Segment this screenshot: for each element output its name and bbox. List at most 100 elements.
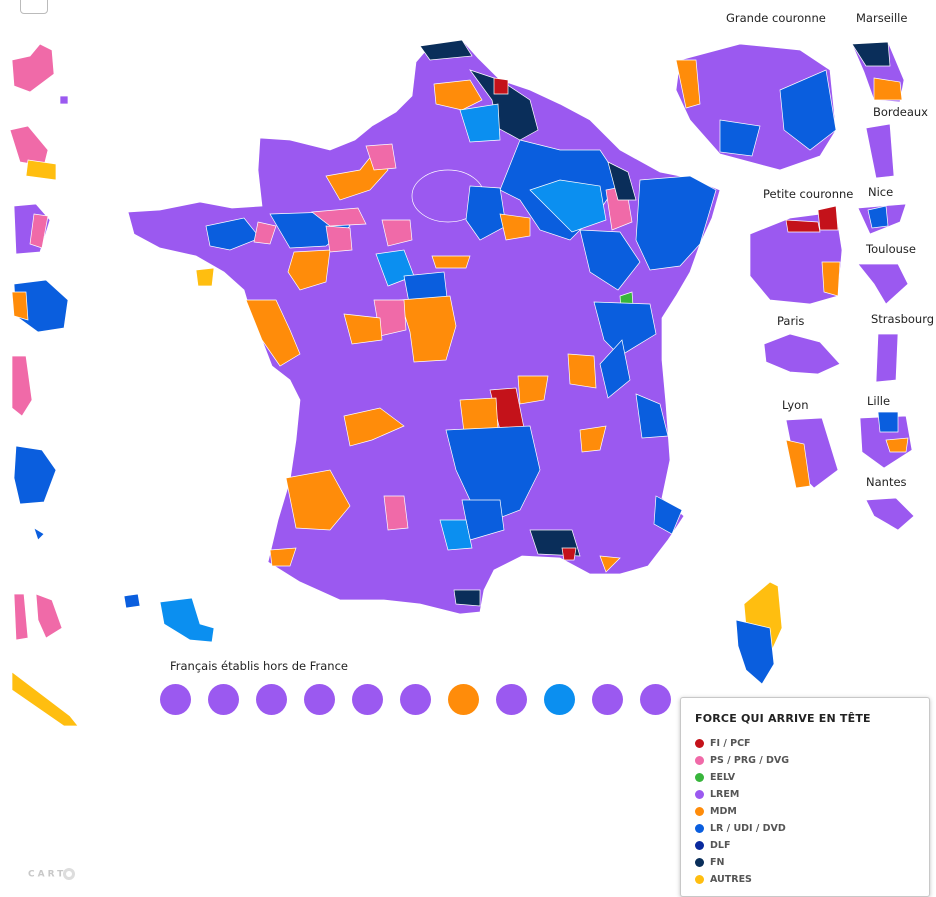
legend-item: DLF <box>695 837 929 854</box>
legend-swatch <box>695 875 704 884</box>
riviera-mdm <box>599 555 621 573</box>
carto-logo-icon <box>63 868 76 880</box>
overseas-shapes[interactable] <box>9 43 215 727</box>
overseas-constituency-11[interactable] <box>640 684 671 715</box>
north-fi <box>493 77 509 95</box>
overseas-constituency-2[interactable] <box>208 684 239 715</box>
centre-mdm-3 <box>431 255 471 269</box>
overseas-constituency-5[interactable] <box>352 684 383 715</box>
legend-swatch <box>695 790 704 799</box>
legend-label: EELV <box>710 772 736 783</box>
label-toulouse: Toulouse <box>866 242 916 256</box>
overseas-constituency-6[interactable] <box>400 684 431 715</box>
legend-label: LREM <box>710 789 740 800</box>
label-nantes: Nantes <box>866 475 907 489</box>
label-nice: Nice <box>868 185 894 199</box>
pyrenees-fn <box>453 589 481 607</box>
south-lr-light <box>439 519 473 551</box>
alps-lr-2 <box>599 339 631 399</box>
inset-strasbourg <box>875 333 899 383</box>
inset-toulouse <box>857 263 909 305</box>
carto-text: CART <box>28 869 67 880</box>
overseas-constituency-7[interactable] <box>448 684 479 715</box>
legend-item: MDM <box>695 803 929 820</box>
west-ps-1 <box>365 143 397 171</box>
southwest-mdm-1 <box>343 407 405 447</box>
legend-item: LR / UDI / DVD <box>695 820 929 837</box>
brittany-autres <box>195 267 215 287</box>
mainland-france[interactable] <box>127 39 721 615</box>
legend-label: PS / PRG / DVG <box>710 755 790 766</box>
label-lyon: Lyon <box>782 398 809 412</box>
overseas-constituencies <box>160 684 671 715</box>
brittany-lr <box>205 217 261 251</box>
overseas-constituency-10[interactable] <box>592 684 623 715</box>
centre-mdm-2 <box>343 313 383 345</box>
legend-item: FI / PCF <box>695 735 929 752</box>
legend-item: LREM <box>695 786 929 803</box>
inset-nantes <box>865 497 915 531</box>
centre-ps-1 <box>381 219 413 247</box>
brittany-ps <box>253 221 277 245</box>
legend-swatch <box>695 824 704 833</box>
legend-swatch <box>695 841 704 850</box>
atlantic-mdm <box>245 299 301 367</box>
zoom-control[interactable] <box>20 0 48 14</box>
legend-swatch <box>695 739 704 748</box>
centre-mdm-1 <box>399 295 457 363</box>
riviera-lr <box>653 495 683 535</box>
overseas-constituency-4[interactable] <box>304 684 335 715</box>
label-petite-couronne: Petite couronne <box>763 187 854 201</box>
overseas-constituency-8[interactable] <box>496 684 527 715</box>
legend-label: FI / PCF <box>710 738 751 749</box>
carto-attribution[interactable]: CART <box>28 868 76 880</box>
legend-swatch <box>695 756 704 765</box>
alps-lr-1 <box>593 301 657 357</box>
west-ps-2 <box>311 207 367 227</box>
east-fn <box>607 161 637 201</box>
label-paris: Paris <box>777 314 805 328</box>
rhone-mdm-2 <box>517 375 549 405</box>
north-lr-light <box>459 103 501 143</box>
overseas-constituency-3[interactable] <box>256 684 287 715</box>
east-lr <box>635 175 717 271</box>
legend-label: FN <box>710 857 725 868</box>
southeast-lr <box>635 393 669 439</box>
corsica[interactable] <box>735 581 783 685</box>
west-mdm-2 <box>287 249 331 291</box>
inset-shapes[interactable] <box>675 41 915 531</box>
landes-mdm <box>285 469 351 531</box>
rhone-mdm-1 <box>567 353 597 389</box>
southwest-ps <box>383 495 409 531</box>
southeast-mdm <box>579 425 607 453</box>
legend-items: FI / PCF PS / PRG / DVG EELV LREM MDM LR / UD… <box>695 735 929 888</box>
label-grande-couronne: Grande couronne <box>726 11 826 25</box>
overseas-constituency-1[interactable] <box>160 684 191 715</box>
legend: FORCE QUI ARRIVE EN TÊTE FI / PCF PS / PR… <box>680 697 930 897</box>
south-mdm <box>269 547 297 567</box>
legend-item: FN <box>695 854 929 871</box>
centre-east-lr <box>579 229 641 291</box>
legend-label: DLF <box>710 840 731 851</box>
legend-item: EELV <box>695 769 929 786</box>
legend-label: MDM <box>710 806 737 817</box>
provence-fi <box>561 547 577 561</box>
west-ps-3 <box>325 225 353 253</box>
legend-swatch <box>695 773 704 782</box>
centre-lr-1 <box>465 185 507 241</box>
inset-paris <box>763 333 841 375</box>
massif-lr <box>445 425 541 521</box>
legend-swatch <box>695 858 704 867</box>
legend-item: AUTRES <box>695 871 929 888</box>
overseas-voters-label: Français établis hors de France <box>170 659 348 673</box>
overseas-constituency-9[interactable] <box>544 684 575 715</box>
inset-bordeaux <box>865 123 895 179</box>
label-lille: Lille <box>867 394 891 408</box>
centre-mdm-5 <box>459 397 499 433</box>
legend-title: FORCE QUI ARRIVE EN TÊTE <box>695 712 871 725</box>
label-marseille: Marseille <box>856 11 908 25</box>
legend-swatch <box>695 807 704 816</box>
legend-label: LR / UDI / DVD <box>710 823 786 834</box>
label-bordeaux: Bordeaux <box>873 105 928 119</box>
